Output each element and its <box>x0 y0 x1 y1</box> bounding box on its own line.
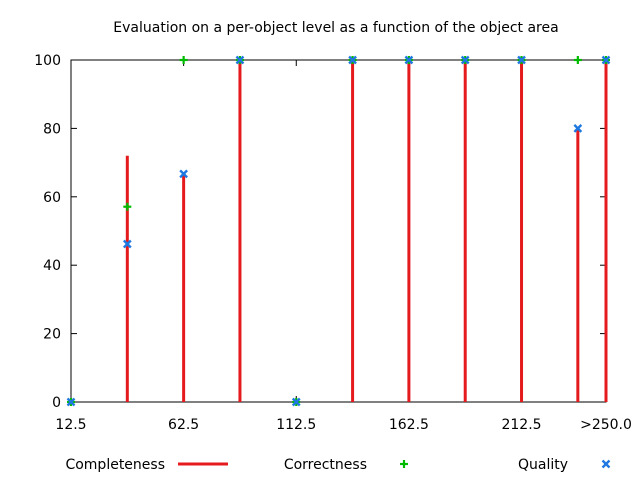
y-tick-label: 0 <box>52 395 61 411</box>
legend-swatch-correctness <box>400 460 408 468</box>
cross-b <box>517 55 526 65</box>
y-tick-label: 80 <box>43 121 61 137</box>
chart-title: Evaluation on a per-object level as a fu… <box>113 20 558 36</box>
cross-b <box>573 124 583 133</box>
cross-b <box>122 239 132 249</box>
y-tick-label: 20 <box>43 327 61 343</box>
quality-point <box>601 55 611 65</box>
correctness-point <box>179 56 188 64</box>
y-tick-label: 100 <box>34 53 61 69</box>
y-tick-label: 40 <box>43 258 61 274</box>
quality-point <box>517 55 526 65</box>
y-tick-label: 60 <box>43 190 61 206</box>
cross-b <box>404 55 414 65</box>
correctness-point <box>123 202 132 211</box>
cross-b <box>235 55 245 65</box>
data-marks <box>66 55 611 407</box>
x-tick-label: 62.5 <box>168 417 199 433</box>
quality-point <box>404 55 414 65</box>
cross-b <box>179 169 188 179</box>
quality-point <box>291 397 301 407</box>
quality-point <box>235 55 245 65</box>
quality-point <box>122 239 132 249</box>
cross-b <box>601 55 611 65</box>
x-tick-label: 162.5 <box>389 417 429 433</box>
x-tick-label: 12.5 <box>55 417 86 433</box>
quality-point <box>66 397 76 407</box>
quality-point <box>179 169 188 179</box>
x-tick-label: 212.5 <box>501 417 541 433</box>
legend-label-correctness: Correctness <box>284 457 367 473</box>
plot-frame <box>70 59 607 403</box>
correctness-point <box>573 56 582 64</box>
quality-point <box>348 55 357 65</box>
legend-label-completeness: Completeness <box>65 457 165 473</box>
x-tick-label: 112.5 <box>276 417 316 433</box>
cross-b <box>460 55 470 65</box>
legend-label-quality: Quality <box>518 457 568 473</box>
x-tick-label: >250.0 <box>580 417 632 433</box>
quality-point <box>460 55 470 65</box>
cross-b <box>66 397 76 407</box>
cross-b <box>348 55 357 65</box>
cross-b <box>291 397 301 407</box>
quality-point <box>573 124 583 133</box>
cross-b <box>601 459 611 469</box>
correctness-series <box>67 56 610 406</box>
axes: 0 20 40 60 80 100 12.5 62.5 112.5 162.5 212.5 >250.… <box>34 53 632 433</box>
completeness-series <box>125 60 608 402</box>
legend-swatch-quality <box>601 459 611 469</box>
quality-series <box>66 55 611 407</box>
legend: Completeness Correctness Quality <box>65 457 611 473</box>
